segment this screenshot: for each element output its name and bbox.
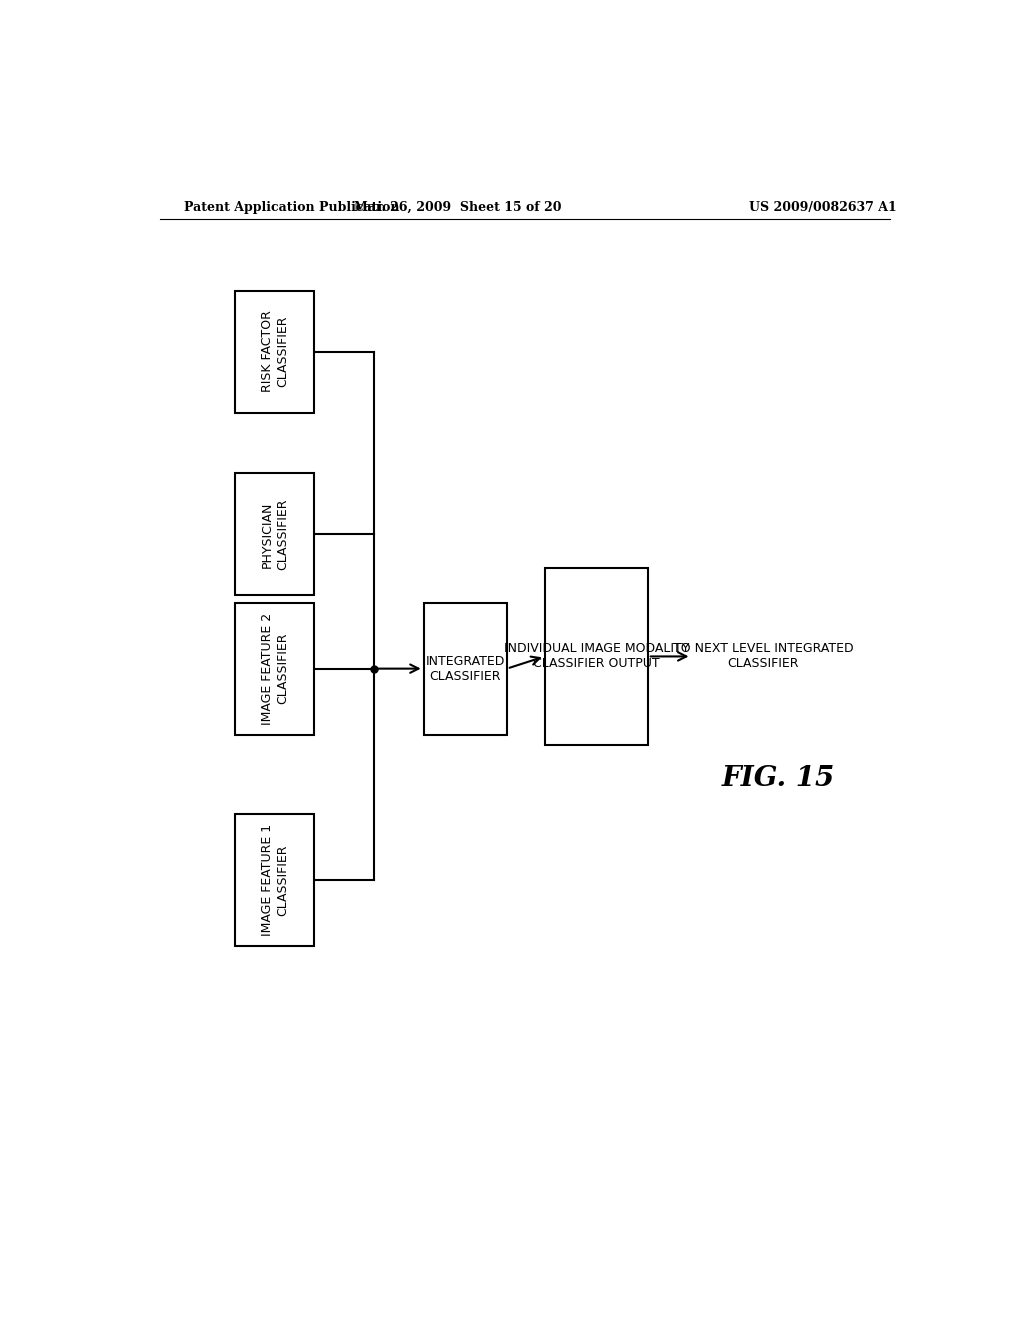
Text: FIG. 15: FIG. 15 [722,764,836,792]
Text: INDIVIDUAL IMAGE MODALITY
CLASSIFIER OUTPUT: INDIVIDUAL IMAGE MODALITY CLASSIFIER OUT… [504,643,689,671]
Bar [236,290,314,412]
Text: RISK FACTOR
CLASSIFIER: RISK FACTOR CLASSIFIER [261,310,289,392]
Text: TO NEXT LEVEL INTEGRATED
CLASSIFIER: TO NEXT LEVEL INTEGRATED CLASSIFIER [673,643,853,671]
Bar [236,474,314,595]
Text: Patent Application Publication: Patent Application Publication [183,201,399,214]
Text: INTEGRATED
CLASSIFIER: INTEGRATED CLASSIFIER [426,655,505,682]
Text: IMAGE FEATURE 2
CLASSIFIER: IMAGE FEATURE 2 CLASSIFIER [261,612,289,725]
Bar [545,568,648,746]
Bar [424,602,507,735]
Text: IMAGE FEATURE 1
CLASSIFIER: IMAGE FEATURE 1 CLASSIFIER [261,824,289,936]
Text: US 2009/0082637 A1: US 2009/0082637 A1 [749,201,896,214]
Bar [236,814,314,946]
Text: PHYSICIAN
CLASSIFIER: PHYSICIAN CLASSIFIER [261,499,289,570]
Text: Mar. 26, 2009  Sheet 15 of 20: Mar. 26, 2009 Sheet 15 of 20 [353,201,561,214]
Bar [236,602,314,735]
